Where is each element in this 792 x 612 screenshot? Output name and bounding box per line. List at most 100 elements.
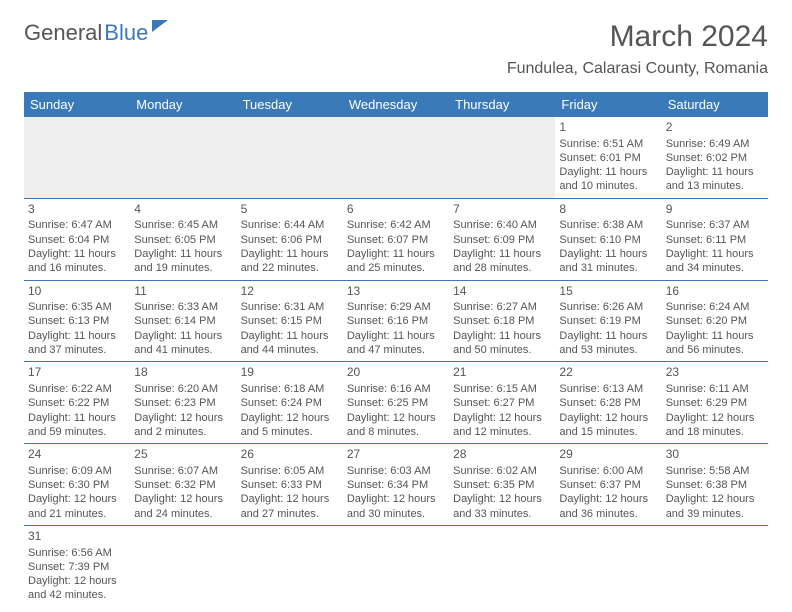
location-text: Fundulea, Calarasi County, Romania bbox=[507, 60, 768, 78]
day-number: 1 bbox=[559, 120, 657, 136]
calendar-day-cell: 19Sunrise: 6:18 AMSunset: 6:24 PMDayligh… bbox=[237, 362, 343, 444]
sunset-text: Sunset: 6:02 PM bbox=[666, 151, 764, 165]
sunset-text: Sunset: 6:33 PM bbox=[241, 478, 339, 492]
logo: GeneralBlue bbox=[24, 20, 168, 46]
sunset-text: Sunset: 6:22 PM bbox=[28, 396, 126, 410]
calendar-empty-cell bbox=[343, 117, 449, 198]
calendar-day-cell: 22Sunrise: 6:13 AMSunset: 6:28 PMDayligh… bbox=[555, 362, 661, 444]
daylight-text: Daylight: 12 hours and 21 minutes. bbox=[28, 492, 126, 521]
day-number: 5 bbox=[241, 202, 339, 218]
calendar-table: SundayMondayTuesdayWednesdayThursdayFrid… bbox=[24, 92, 768, 607]
calendar-day-cell: 28Sunrise: 6:02 AMSunset: 6:35 PMDayligh… bbox=[449, 444, 555, 526]
sunrise-text: Sunrise: 6:26 AM bbox=[559, 300, 657, 314]
daylight-text: Daylight: 12 hours and 36 minutes. bbox=[559, 492, 657, 521]
sunset-text: Sunset: 6:14 PM bbox=[134, 314, 232, 328]
sunrise-text: Sunrise: 6:49 AM bbox=[666, 137, 764, 151]
sunrise-text: Sunrise: 6:37 AM bbox=[666, 218, 764, 232]
calendar-header-row: SundayMondayTuesdayWednesdayThursdayFrid… bbox=[24, 92, 768, 117]
sunset-text: Sunset: 6:23 PM bbox=[134, 396, 232, 410]
sunrise-text: Sunrise: 6:22 AM bbox=[28, 382, 126, 396]
calendar-day-cell: 13Sunrise: 6:29 AMSunset: 6:16 PMDayligh… bbox=[343, 280, 449, 362]
day-number: 31 bbox=[28, 529, 126, 545]
calendar-day-cell: 27Sunrise: 6:03 AMSunset: 6:34 PMDayligh… bbox=[343, 444, 449, 526]
day-number: 16 bbox=[666, 284, 764, 300]
logo-text-2: Blue bbox=[104, 20, 148, 46]
sunset-text: Sunset: 6:34 PM bbox=[347, 478, 445, 492]
daylight-text: Daylight: 12 hours and 24 minutes. bbox=[134, 492, 232, 521]
daylight-text: Daylight: 11 hours and 22 minutes. bbox=[241, 247, 339, 276]
day-number: 9 bbox=[666, 202, 764, 218]
calendar-empty-cell bbox=[237, 525, 343, 606]
daylight-text: Daylight: 11 hours and 59 minutes. bbox=[28, 411, 126, 440]
calendar-day-cell: 18Sunrise: 6:20 AMSunset: 6:23 PMDayligh… bbox=[130, 362, 236, 444]
logo-flag-icon bbox=[152, 20, 168, 32]
sunset-text: Sunset: 6:07 PM bbox=[347, 233, 445, 247]
calendar-day-cell: 4Sunrise: 6:45 AMSunset: 6:05 PMDaylight… bbox=[130, 198, 236, 280]
daylight-text: Daylight: 12 hours and 8 minutes. bbox=[347, 411, 445, 440]
daylight-text: Daylight: 12 hours and 15 minutes. bbox=[559, 411, 657, 440]
daylight-text: Daylight: 11 hours and 16 minutes. bbox=[28, 247, 126, 276]
calendar-day-cell: 15Sunrise: 6:26 AMSunset: 6:19 PMDayligh… bbox=[555, 280, 661, 362]
day-number: 23 bbox=[666, 365, 764, 381]
daylight-text: Daylight: 12 hours and 12 minutes. bbox=[453, 411, 551, 440]
calendar-empty-cell bbox=[130, 525, 236, 606]
sunrise-text: Sunrise: 6:47 AM bbox=[28, 218, 126, 232]
calendar-day-cell: 25Sunrise: 6:07 AMSunset: 6:32 PMDayligh… bbox=[130, 444, 236, 526]
weekday-header: Friday bbox=[555, 92, 661, 117]
weekday-header: Tuesday bbox=[237, 92, 343, 117]
daylight-text: Daylight: 11 hours and 50 minutes. bbox=[453, 329, 551, 358]
day-number: 27 bbox=[347, 447, 445, 463]
sunrise-text: Sunrise: 6:33 AM bbox=[134, 300, 232, 314]
calendar-empty-cell bbox=[130, 117, 236, 198]
day-number: 6 bbox=[347, 202, 445, 218]
sunset-text: Sunset: 6:20 PM bbox=[666, 314, 764, 328]
calendar-day-cell: 6Sunrise: 6:42 AMSunset: 6:07 PMDaylight… bbox=[343, 198, 449, 280]
sunrise-text: Sunrise: 6:27 AM bbox=[453, 300, 551, 314]
daylight-text: Daylight: 12 hours and 42 minutes. bbox=[28, 574, 126, 603]
sunrise-text: Sunrise: 5:58 AM bbox=[666, 464, 764, 478]
sunrise-text: Sunrise: 6:56 AM bbox=[28, 546, 126, 560]
daylight-text: Daylight: 11 hours and 28 minutes. bbox=[453, 247, 551, 276]
day-number: 21 bbox=[453, 365, 551, 381]
sunset-text: Sunset: 6:09 PM bbox=[453, 233, 551, 247]
calendar-day-cell: 7Sunrise: 6:40 AMSunset: 6:09 PMDaylight… bbox=[449, 198, 555, 280]
calendar-day-cell: 20Sunrise: 6:16 AMSunset: 6:25 PMDayligh… bbox=[343, 362, 449, 444]
day-number: 26 bbox=[241, 447, 339, 463]
daylight-text: Daylight: 12 hours and 2 minutes. bbox=[134, 411, 232, 440]
day-number: 25 bbox=[134, 447, 232, 463]
day-number: 13 bbox=[347, 284, 445, 300]
month-title: March 2024 bbox=[507, 20, 768, 54]
sunset-text: Sunset: 6:13 PM bbox=[28, 314, 126, 328]
sunset-text: Sunset: 6:11 PM bbox=[666, 233, 764, 247]
daylight-text: Daylight: 12 hours and 27 minutes. bbox=[241, 492, 339, 521]
sunrise-text: Sunrise: 6:09 AM bbox=[28, 464, 126, 478]
daylight-text: Daylight: 12 hours and 33 minutes. bbox=[453, 492, 551, 521]
sunset-text: Sunset: 6:35 PM bbox=[453, 478, 551, 492]
sunset-text: Sunset: 6:38 PM bbox=[666, 478, 764, 492]
calendar-day-cell: 3Sunrise: 6:47 AMSunset: 6:04 PMDaylight… bbox=[24, 198, 130, 280]
calendar-day-cell: 21Sunrise: 6:15 AMSunset: 6:27 PMDayligh… bbox=[449, 362, 555, 444]
day-number: 29 bbox=[559, 447, 657, 463]
calendar-day-cell: 26Sunrise: 6:05 AMSunset: 6:33 PMDayligh… bbox=[237, 444, 343, 526]
weekday-header: Sunday bbox=[24, 92, 130, 117]
sunset-text: Sunset: 6:06 PM bbox=[241, 233, 339, 247]
day-number: 24 bbox=[28, 447, 126, 463]
sunset-text: Sunset: 6:37 PM bbox=[559, 478, 657, 492]
day-number: 14 bbox=[453, 284, 551, 300]
day-number: 22 bbox=[559, 365, 657, 381]
calendar-day-cell: 14Sunrise: 6:27 AMSunset: 6:18 PMDayligh… bbox=[449, 280, 555, 362]
sunrise-text: Sunrise: 6:35 AM bbox=[28, 300, 126, 314]
daylight-text: Daylight: 11 hours and 47 minutes. bbox=[347, 329, 445, 358]
day-number: 3 bbox=[28, 202, 126, 218]
sunrise-text: Sunrise: 6:16 AM bbox=[347, 382, 445, 396]
sunrise-text: Sunrise: 6:11 AM bbox=[666, 382, 764, 396]
sunrise-text: Sunrise: 6:44 AM bbox=[241, 218, 339, 232]
day-number: 11 bbox=[134, 284, 232, 300]
sunset-text: Sunset: 6:05 PM bbox=[134, 233, 232, 247]
weekday-header: Saturday bbox=[662, 92, 768, 117]
daylight-text: Daylight: 11 hours and 37 minutes. bbox=[28, 329, 126, 358]
day-number: 2 bbox=[666, 120, 764, 136]
daylight-text: Daylight: 12 hours and 5 minutes. bbox=[241, 411, 339, 440]
sunrise-text: Sunrise: 6:03 AM bbox=[347, 464, 445, 478]
day-number: 19 bbox=[241, 365, 339, 381]
